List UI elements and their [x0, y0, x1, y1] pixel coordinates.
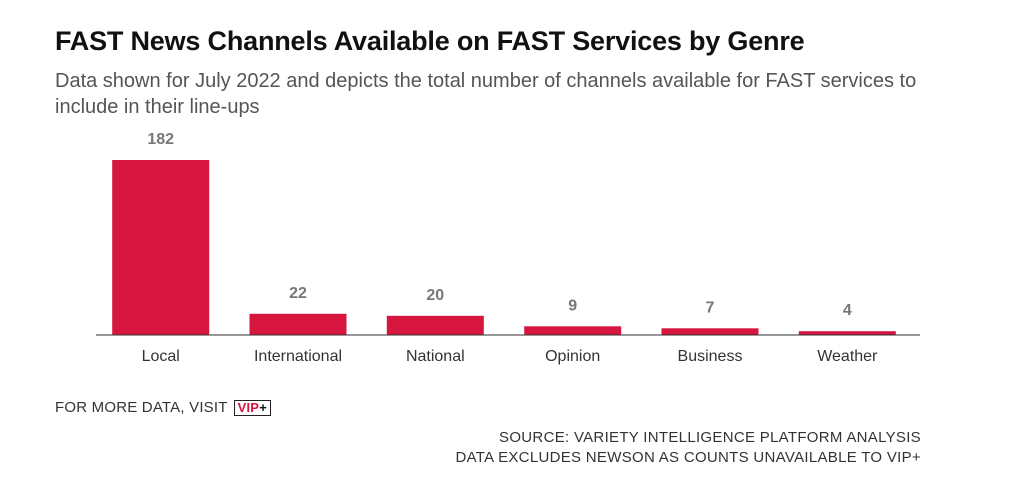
bar-value-label: 4: [843, 302, 852, 319]
vip-badge-text: VIP: [237, 399, 260, 415]
bar-value-label: 22: [289, 285, 307, 302]
x-tick-label: National: [406, 348, 465, 365]
bar-weather: [798, 331, 896, 335]
bars-group: 182 Local 22 International 20 National 9 Opinio…: [112, 131, 896, 365]
x-tick-label: Weather: [817, 348, 878, 365]
x-tick-label: Local: [142, 348, 180, 365]
bar-value-label: 182: [147, 131, 174, 148]
cta-text: FOR MORE DATA, VISIT: [55, 399, 228, 416]
bar-opinion: [524, 326, 622, 335]
bar-local: [112, 160, 210, 335]
chart-footer: SOURCE: VARIETY INTELLIGENCE PLATFORM AN…: [455, 428, 921, 468]
bar-value-label: 20: [426, 287, 444, 304]
x-tick-label: International: [254, 348, 342, 365]
bar-business: [661, 328, 759, 335]
chart-title: FAST News Channels Available on FAST Ser…: [55, 26, 805, 56]
bar-international: [249, 313, 347, 335]
bar-value-label: 7: [706, 299, 715, 316]
data-exclusion-note: DATA EXCLUDES NEWSON AS COUNTS UNAVAILAB…: [455, 449, 921, 466]
chart-subtitle: Data shown for July 2022 and depicts the…: [55, 70, 917, 118]
more-data-cta: FOR MORE DATA, VISIT VIP+: [55, 399, 271, 416]
source-note: SOURCE: VARIETY INTELLIGENCE PLATFORM AN…: [499, 429, 921, 446]
vip-plus-link[interactable]: VIP+: [233, 399, 271, 416]
x-tick-label: Business: [678, 348, 743, 365]
bar-value-label: 9: [568, 297, 577, 314]
bar-national: [386, 315, 484, 335]
plus-icon: +: [259, 399, 267, 415]
x-tick-label: Opinion: [545, 348, 600, 365]
